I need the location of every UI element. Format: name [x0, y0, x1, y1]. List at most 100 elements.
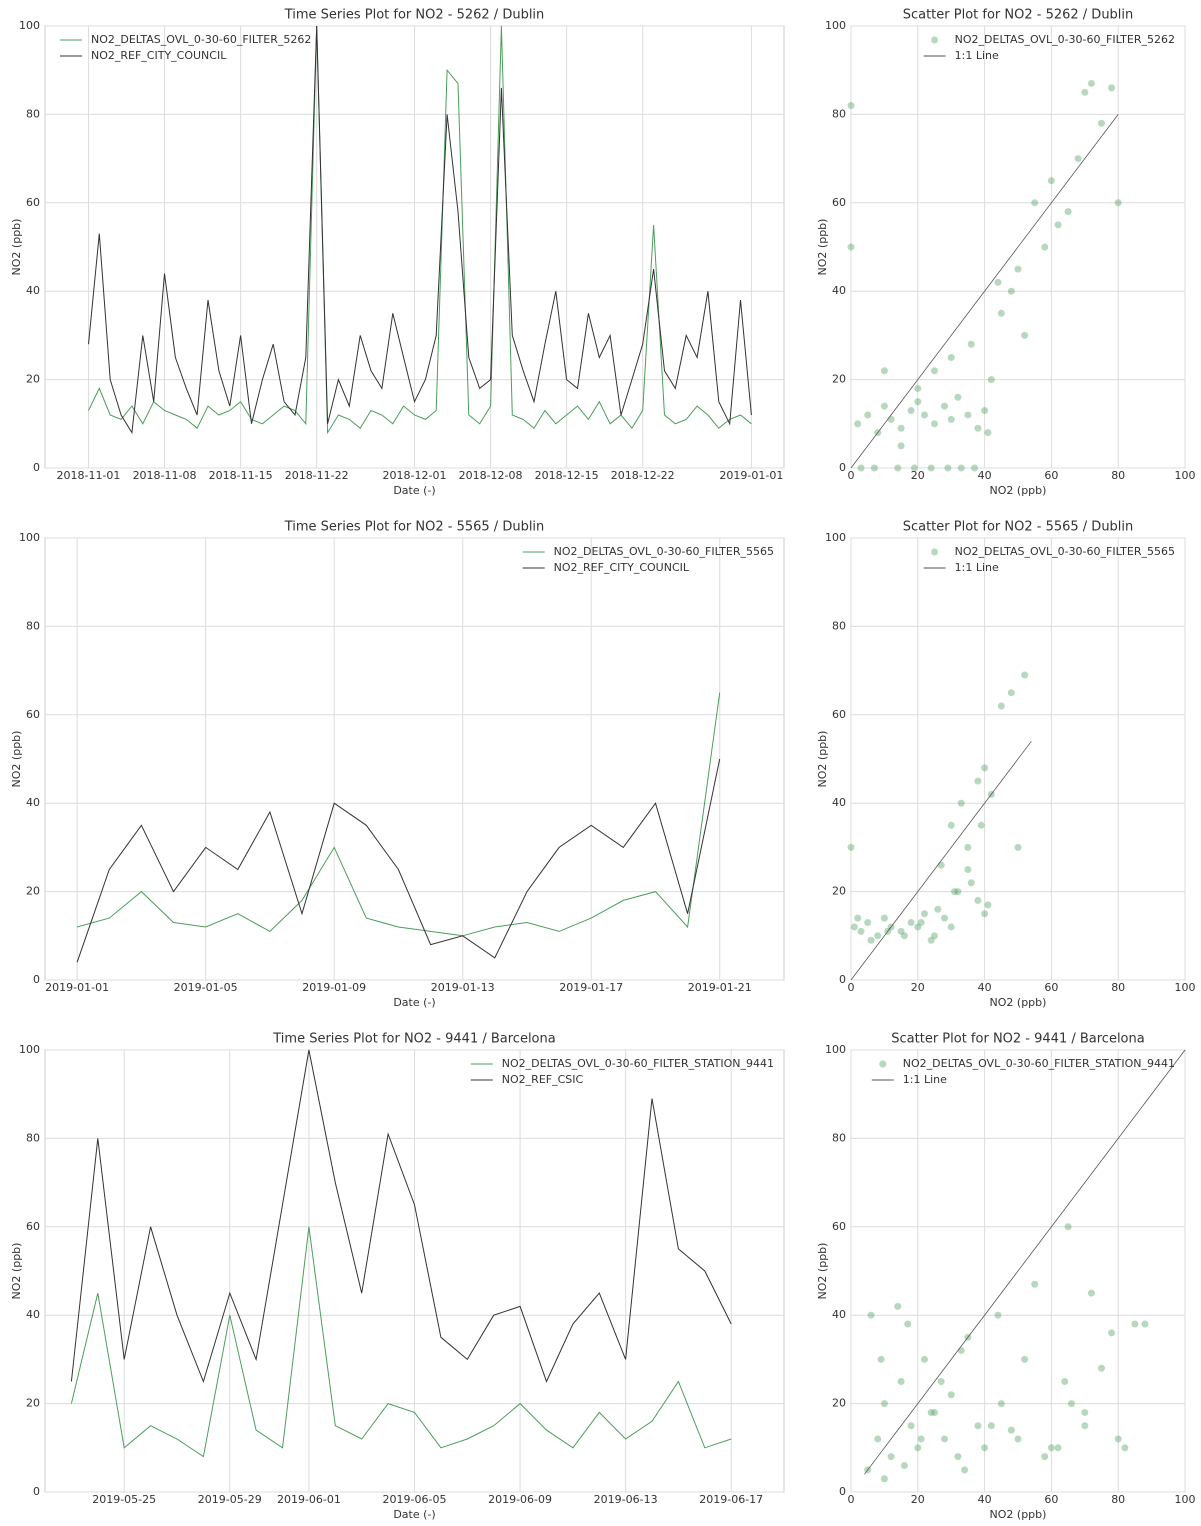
- line-chart: Time Series Plot for NO2 - 9441 / Barcel…: [10, 1032, 785, 1521]
- y-tick-label: 60: [832, 1220, 846, 1233]
- scatter-point: [997, 702, 1005, 710]
- scatter-point: [954, 1453, 962, 1461]
- identity-line: [850, 114, 1119, 469]
- x-tick-label: 40: [978, 981, 992, 994]
- y-tick-label: 100: [19, 19, 40, 32]
- x-tick-label: 20: [911, 1493, 925, 1506]
- scatter-point: [937, 1378, 945, 1385]
- x-axis-label: NO2 (ppb): [990, 1508, 1047, 1521]
- scatter-point: [1141, 1320, 1149, 1328]
- scatter-point: [1108, 1329, 1116, 1337]
- scatter-point: [854, 420, 862, 428]
- scatter-point: [897, 1378, 905, 1385]
- legend: NO2_DELTAS_OVL_0-30-60_FILTER_5262 1:1 Li…: [923, 33, 1175, 62]
- scatter-point: [971, 464, 979, 472]
- scatter-point: [887, 415, 895, 423]
- legend-marker: [879, 1060, 887, 1068]
- scatter-point: [854, 914, 862, 922]
- scatter-point: [867, 1311, 875, 1319]
- scatter-chart: Scatter Plot for NO2 - 9441 / Barcelona N…: [816, 1032, 1196, 1522]
- scatter-point: [864, 919, 872, 927]
- x-tick-label: 2019-06-17: [699, 1493, 763, 1506]
- y-tick-label: 20: [832, 373, 846, 386]
- scatter-point: [974, 1422, 982, 1430]
- scatter-point: [1064, 1223, 1072, 1231]
- scatter-point: [1047, 177, 1055, 185]
- scatter-point: [997, 1400, 1005, 1408]
- scatter-point: [907, 407, 915, 415]
- scatter-point: [931, 420, 938, 428]
- line-chart: Time Series Plot for NO2 - 5262 / Dublin…: [10, 8, 785, 497]
- scatter-point: [961, 1466, 969, 1474]
- y-tick-label: 60: [832, 196, 846, 209]
- x-tick-label: 2019-01-09: [302, 981, 366, 994]
- scatter-point: [900, 932, 908, 940]
- scatter-point: [1041, 243, 1049, 251]
- scatter-point: [947, 415, 955, 423]
- scatter-point: [984, 901, 992, 909]
- y-tick-label: 20: [26, 1397, 40, 1410]
- scatter-point: [880, 1400, 888, 1408]
- scatter-point: [914, 923, 922, 931]
- x-tick-label: 2019-06-05: [383, 1493, 447, 1506]
- legend-label: NO2_REF_CSIC: [502, 1073, 584, 1086]
- x-tick-label: 80: [1111, 1493, 1125, 1506]
- scatter-point: [894, 1302, 902, 1310]
- scatter-point: [907, 1422, 915, 1430]
- x-tick-label: 100: [1175, 469, 1196, 482]
- x-tick-label: 20: [911, 981, 925, 994]
- scatter-point: [847, 243, 855, 251]
- x-tick-label: 2019-01-01: [719, 469, 783, 482]
- scatter-point: [1098, 119, 1105, 127]
- scatter-point: [987, 376, 995, 384]
- scatter-point: [957, 1347, 965, 1355]
- y-tick-label: 0: [839, 461, 846, 474]
- scatter-point: [1067, 1400, 1075, 1408]
- legend-label: 1:1 Line: [955, 49, 999, 62]
- scatter-point: [870, 464, 878, 472]
- x-tick-label: 2018-12-01: [383, 469, 447, 482]
- scatter-point: [931, 1408, 938, 1416]
- series-line: [88, 25, 752, 435]
- x-tick-label: 2018-12-22: [611, 469, 675, 482]
- scatter-point: [1114, 199, 1122, 207]
- legend-label: NO2_DELTAS_OVL_0-30-60_FILTER_STATION_94…: [903, 1057, 1175, 1070]
- scatter-point: [1108, 84, 1116, 92]
- scatter-point: [994, 278, 1002, 286]
- y-tick-label: 20: [26, 373, 40, 386]
- scatter-point: [1021, 331, 1029, 339]
- scatter-point: [927, 1408, 935, 1416]
- scatter-point: [1021, 671, 1029, 679]
- scatter-point: [974, 424, 982, 432]
- y-tick-label: 0: [33, 461, 40, 474]
- legend-label: NO2_DELTAS_OVL_0-30-60_FILTER_5565: [554, 545, 774, 558]
- legend-marker: [931, 36, 939, 44]
- y-axis-label: NO2 (ppb): [10, 219, 23, 276]
- scatter-point: [910, 464, 918, 472]
- y-tick-label: 60: [26, 196, 40, 209]
- scatter-point: [1081, 88, 1089, 96]
- x-tick-label: 0: [848, 1493, 855, 1506]
- y-tick-label: 60: [26, 708, 40, 721]
- scatter-point: [944, 464, 952, 472]
- y-axis-label: NO2 (ppb): [10, 731, 23, 788]
- y-tick-label: 80: [832, 1131, 846, 1144]
- scatter-point: [847, 102, 855, 110]
- scatter-point: [931, 367, 938, 375]
- scatter-point: [1081, 1408, 1089, 1416]
- scatter-point: [947, 354, 955, 361]
- y-tick-label: 100: [825, 1043, 846, 1056]
- scatter-point: [947, 1391, 955, 1399]
- x-tick-label: 2018-12-15: [535, 469, 599, 482]
- y-tick-label: 80: [26, 619, 40, 632]
- x-tick-label: 20: [911, 469, 925, 482]
- y-axis-label: NO2 (ppb): [816, 1243, 829, 1300]
- x-tick-label: 60: [1044, 1493, 1058, 1506]
- scatter-point: [857, 927, 865, 935]
- x-tick-label: 0: [848, 981, 855, 994]
- scatter-point: [964, 866, 972, 873]
- scatter-point: [1054, 1444, 1062, 1452]
- legend: NO2_DELTAS_OVL_0-30-60_FILTER_5565 1:1 Li…: [923, 545, 1175, 574]
- legend-label: NO2_REF_CITY_COUNCIL: [91, 49, 227, 62]
- x-tick-label: 2019-06-13: [594, 1493, 658, 1506]
